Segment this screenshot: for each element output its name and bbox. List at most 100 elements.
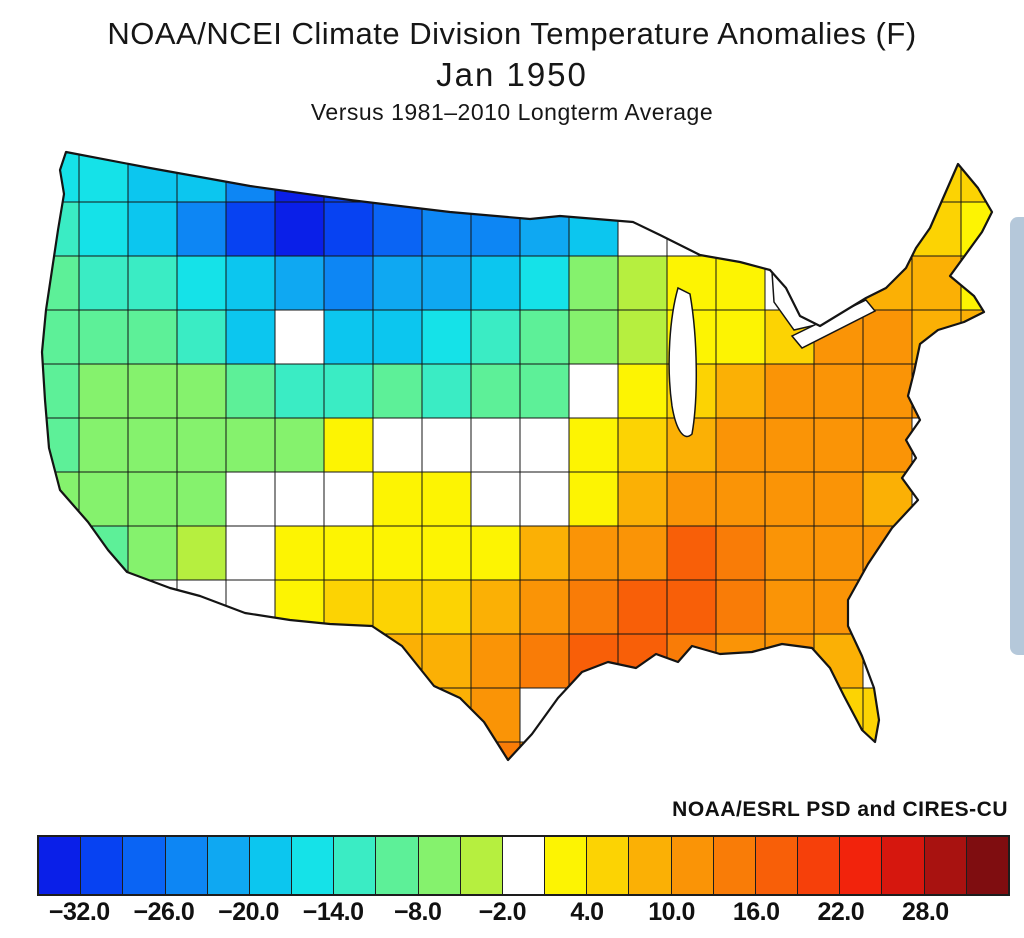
climate-division-cell [274,363,325,419]
climate-division-cell [568,471,619,527]
climate-division-cell [568,309,619,365]
climate-division-cell [617,255,668,311]
climate-division-cell [42,152,80,203]
climate-division-cell [568,363,619,419]
colorbar-tick-label: −8.0 [394,898,442,926]
climate-division-cell [715,152,766,203]
climate-division-cell [764,525,815,581]
colorbar-cell [333,837,376,894]
climate-division-cell [372,471,423,527]
colorbar-cell [417,837,460,894]
climate-division-cell [568,687,619,743]
climate-division-cell [372,363,423,419]
climate-division-cell [813,525,864,581]
climate-division-cell [470,152,521,203]
climate-division-cell [225,417,276,473]
climate-division-cell [127,363,178,419]
climate-division-cell [372,417,423,473]
climate-division-cell [715,255,766,311]
climate-division-cell [323,309,374,365]
colorbar-cell [965,837,1008,894]
climate-division-cell [617,741,668,760]
climate-division-cell [519,201,570,257]
title-date: Jan 1950 [436,56,588,93]
climate-division-cell [715,309,766,365]
climate-division-cell [960,687,992,743]
climate-division-cell [911,201,962,257]
climate-division-cell [519,417,570,473]
colorbar-cell [501,837,545,894]
colorbar-tick-label: 28.0 [902,898,949,926]
climate-division-cell [911,579,962,635]
climate-division-cell [323,255,374,311]
climate-division-cell [421,152,472,203]
climate-division-cell [42,471,80,527]
colorbar-tick-label: −14.0 [302,898,364,926]
climate-division-cell [78,255,129,311]
page-title: NOAA/NCEI Climate Division Temperature A… [107,16,917,51]
climate-division-cell [421,309,472,365]
climate-division-cell [42,741,80,760]
climate-division-cell [78,687,129,743]
climate-division-cell [568,525,619,581]
climate-division-cell [568,741,619,760]
climate-division-cell [78,525,129,581]
climate-division-cell [862,579,913,635]
climate-division-cell [127,255,178,311]
climate-division-cell [274,255,325,311]
colorbar-cell [291,837,334,894]
climate-division-cell [225,309,276,365]
climate-division-cell [372,525,423,581]
climate-division-cell [421,417,472,473]
climate-division-cell [519,152,570,203]
climate-division-cell [323,741,374,760]
climate-division-cell [617,417,668,473]
climate-division-cell [421,255,472,311]
climate-division-cell [666,741,717,760]
climate-division-cell [274,525,325,581]
colorbar-cell [881,837,924,894]
climate-division-cell [666,579,717,635]
climate-division-cell [323,152,374,203]
climate-division-cell [715,633,766,689]
climate-division-cell [911,309,962,365]
climate-division-cell [470,201,521,257]
climate-division-cell [372,255,423,311]
climate-division-cell [78,579,129,635]
climate-division-cell [617,201,668,257]
climate-division-cell [225,633,276,689]
climate-division-cell [617,309,668,365]
climate-division-cell [127,633,178,689]
climate-division-cell [764,363,815,419]
climate-division-cell [715,417,766,473]
colorbar-cell [544,837,587,894]
climate-division-cell [176,579,227,635]
colorbar [37,835,1010,896]
us-outline [40,150,994,762]
climate-division-cell [519,633,570,689]
climate-division-cell [421,363,472,419]
climate-division-cell [960,309,992,365]
climate-division-cell [715,579,766,635]
climate-division-cell [862,741,913,760]
climate-division-cell [323,525,374,581]
climate-division-cell [862,309,913,365]
colorbar-tick-label: 4.0 [570,898,604,926]
colorbar-cell [923,837,966,894]
colorbar-tick-label: 16.0 [732,898,780,926]
climate-division-cell [225,471,276,527]
climate-division-cell [862,363,913,419]
climate-division-cell [225,152,276,203]
climate-division-cell [176,309,227,365]
climate-division-cell [519,309,570,365]
scrollbar-thumb[interactable] [1010,217,1024,655]
us-climate-division-map [30,148,1010,796]
colorbar-cell [628,837,671,894]
climate-division-cell [42,579,80,635]
climate-division-cell [715,687,766,743]
climate-division-cell [960,741,992,760]
colorbar-tick-label: 10.0 [648,898,695,926]
climate-division-cell [421,633,472,689]
title-baseline-note: Versus 1981–2010 Longterm Average [310,99,714,125]
climate-division-cell [78,201,129,257]
